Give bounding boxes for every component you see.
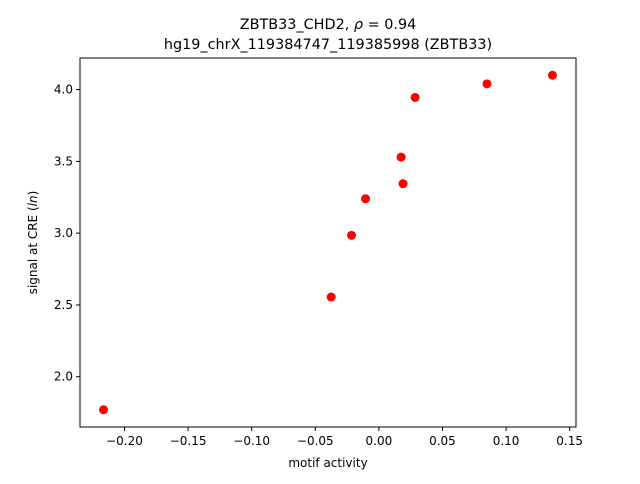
x-tick-label: 0.00 xyxy=(366,434,393,448)
plot-area-frame xyxy=(79,57,577,428)
data-point xyxy=(347,230,357,240)
x-tick-label: −0.15 xyxy=(170,434,207,448)
x-tick-label: 0.05 xyxy=(429,434,456,448)
data-point xyxy=(396,152,406,162)
y-tick-label: 2.0 xyxy=(54,370,73,384)
chart-title: ZBTB33_CHD2, ρ = 0.94 xyxy=(240,17,417,33)
data-point xyxy=(361,194,371,204)
y-axis-label: signal at CRE (ln) xyxy=(26,191,40,295)
y-axis-label-italic: ln xyxy=(26,195,40,206)
y-tick-label: 4.0 xyxy=(54,83,73,97)
data-points xyxy=(99,70,557,415)
chart-title-rho-value: = 0.94 xyxy=(363,17,416,33)
data-point xyxy=(99,405,109,415)
y-tick-label: 2.5 xyxy=(54,298,73,312)
chart-title-prefix: ZBTB33_CHD2, xyxy=(240,17,354,33)
x-axis-label: motif activity xyxy=(288,456,367,470)
x-tick-label: 0.15 xyxy=(556,434,583,448)
data-point xyxy=(398,179,408,189)
y-axis-label-prefix: signal at CRE ( xyxy=(26,206,40,294)
chart-subtitle: hg19_chrX_119384747_119385998 (ZBTB33) xyxy=(164,37,492,53)
x-tick-label: −0.20 xyxy=(106,434,143,448)
y-tick-label: 3.5 xyxy=(54,154,73,168)
data-point xyxy=(326,292,336,302)
x-tick-label: −0.10 xyxy=(233,434,270,448)
x-tick-label: 0.10 xyxy=(493,434,520,448)
y-axis-label-suffix: ) xyxy=(26,191,40,196)
y-tick-label: 3.0 xyxy=(54,226,73,240)
x-axis-ticks: −0.20 −0.15 −0.10 −0.05 0.00 0.05 0.10 0.15 xyxy=(106,427,583,448)
chart-title-rho-symbol: ρ xyxy=(354,17,363,33)
data-point xyxy=(482,79,492,89)
data-point xyxy=(547,70,557,80)
data-point xyxy=(410,92,420,102)
y-axis-ticks: 2.0 2.5 3.0 3.5 4.0 xyxy=(54,83,80,384)
x-tick-label: −0.05 xyxy=(297,434,334,448)
